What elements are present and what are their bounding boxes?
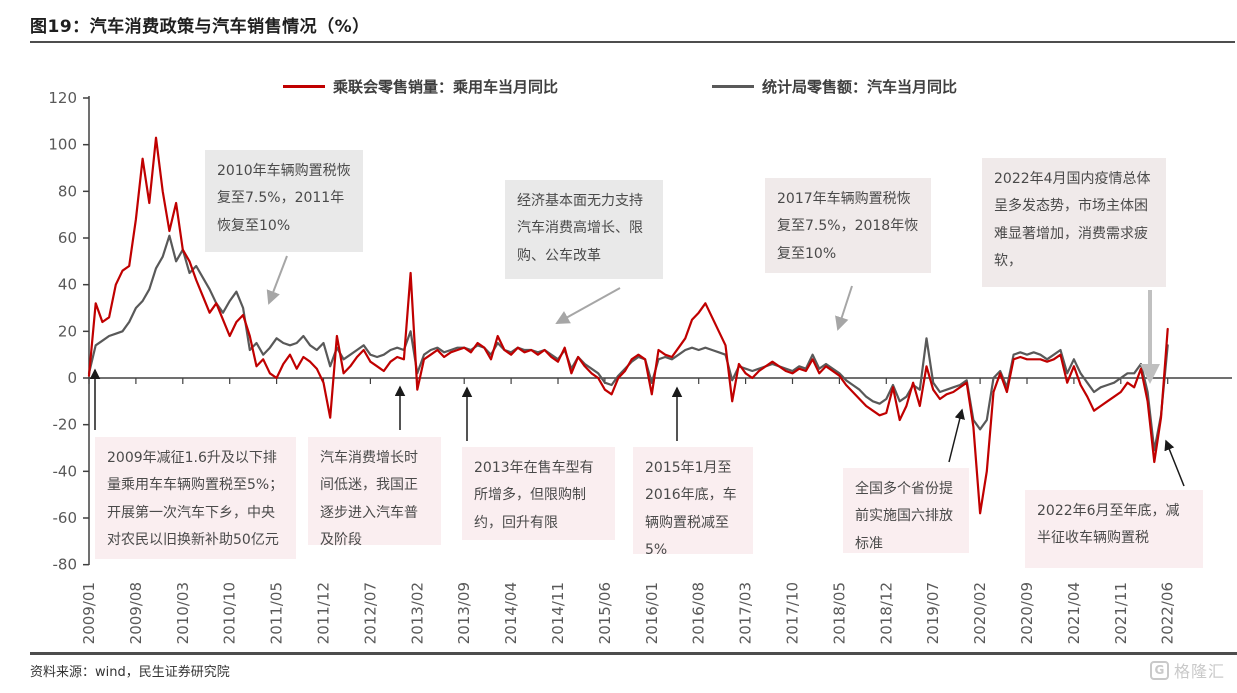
chart-series xyxy=(87,136,1169,515)
title-divider xyxy=(30,41,1235,43)
svg-text:2011/12: 2011/12 xyxy=(315,582,333,644)
arrow-economy-2014 xyxy=(555,287,621,324)
svg-text:-80: -80 xyxy=(53,556,78,574)
annotation-tax-2022: 2022年6月至年底，减半征收车辆购置税 xyxy=(1025,490,1203,568)
gelonghui-logo-icon: G xyxy=(1149,660,1169,680)
legend-swatch-red xyxy=(283,85,325,88)
arrow-tax-2010 xyxy=(266,255,288,305)
legend-item-nbs: 统计局零售额：汽车当月同比 xyxy=(712,76,957,97)
svg-text:40: 40 xyxy=(58,276,77,294)
svg-text:2012/07: 2012/07 xyxy=(361,582,379,644)
svg-text:2014/04: 2014/04 xyxy=(502,582,520,644)
gelonghui-watermark-text: 格隆汇 xyxy=(1173,662,1225,681)
svg-text:2010/03: 2010/03 xyxy=(174,582,192,644)
arrow-tax-2022 xyxy=(1164,439,1185,487)
svg-text:2017/10: 2017/10 xyxy=(784,582,802,644)
svg-text:2022/06: 2022/06 xyxy=(1159,582,1177,644)
annotation-tax-2017: 2017年车辆购置税恢复至7.5%，2018年恢复至10% xyxy=(765,178,931,273)
svg-text:120: 120 xyxy=(48,89,77,107)
svg-text:-20: -20 xyxy=(53,416,78,434)
svg-text:2019/07: 2019/07 xyxy=(924,582,942,644)
footer-divider xyxy=(30,652,1237,655)
source-note: 资料来源：wind，民生证券研究院 xyxy=(30,665,230,680)
annotation-models-2013: 2013年在售车型有所增多，但限购制约，回升有限 xyxy=(462,447,615,540)
annotation-policy-2009: 2009年减征1.6升及以下排量乘用车车辆购置税至5%；开展第一次汽车下乡，中央… xyxy=(95,437,296,559)
svg-text:2016/01: 2016/01 xyxy=(643,582,661,644)
annotation-economy-2014: 经济基本面无力支持汽车消费高增长、限购、公车改革 xyxy=(505,180,663,279)
svg-text:2016/08: 2016/08 xyxy=(690,582,708,644)
svg-text:2018/12: 2018/12 xyxy=(877,582,895,644)
legend-label-cpca: 乘联会零售销量：乘用车当月同比 xyxy=(333,78,559,96)
svg-text:20: 20 xyxy=(58,322,77,340)
legend-item-cpca: 乘联会零售销量：乘用车当月同比 xyxy=(283,76,558,97)
annotation-tax-2015: 2015年1月至2016年底，车辆购置税减至5% xyxy=(633,447,753,558)
svg-text:2020/09: 2020/09 xyxy=(1018,582,1036,644)
annotation-arrows xyxy=(89,255,1185,487)
svg-text:2020/02: 2020/02 xyxy=(971,582,989,644)
svg-text:-40: -40 xyxy=(53,462,78,480)
svg-text:2009/01: 2009/01 xyxy=(80,582,98,644)
gelonghui-watermark: G 格隆汇 xyxy=(1149,658,1225,682)
legend-label-nbs: 统计局零售额：汽车当月同比 xyxy=(762,78,958,96)
svg-text:2010/10: 2010/10 xyxy=(221,582,239,644)
annotation-guo6-2019: 全国多个省份提前实施国六排放标准 xyxy=(843,468,969,553)
legend-swatch-gray xyxy=(712,85,754,88)
svg-text:2013/02: 2013/02 xyxy=(408,582,426,644)
svg-text:100: 100 xyxy=(48,136,77,154)
svg-text:2014/11: 2014/11 xyxy=(549,582,567,644)
annotation-tax-2010: 2010年车辆购置税恢复至7.5%，2011年恢复至10% xyxy=(205,150,363,252)
svg-text:60: 60 xyxy=(58,229,77,247)
svg-text:2018/05: 2018/05 xyxy=(830,582,848,644)
annotation-covid-2022: 2022年4月国内疫情总体呈多发态势，市场主体困难显著增加，消费需求疲软， xyxy=(982,158,1166,287)
annotation-slowdown-2012: 汽车消费增长时间低迷，我国正逐步进入汽车普及阶段 xyxy=(308,437,441,548)
arrow-tax-2017 xyxy=(835,285,853,331)
svg-text:2009/08: 2009/08 xyxy=(127,582,145,644)
chart-legend: 乘联会零售销量：乘用车当月同比 统计局零售额：汽车当月同比 xyxy=(0,76,1237,98)
svg-text:0: 0 xyxy=(67,369,77,387)
svg-text:2017/03: 2017/03 xyxy=(737,582,755,644)
svg-text:2021/11: 2021/11 xyxy=(1112,582,1130,644)
arrow-guo6-2019 xyxy=(948,408,965,463)
svg-text:2011/05: 2011/05 xyxy=(268,582,286,644)
svg-text:2021/04: 2021/04 xyxy=(1065,582,1083,644)
svg-text:80: 80 xyxy=(58,182,77,200)
svg-text:2013/09: 2013/09 xyxy=(455,582,473,644)
svg-text:2015/06: 2015/06 xyxy=(596,582,614,644)
page-title: 图19：汽车消费政策与汽车销售情况（%） xyxy=(30,17,370,37)
svg-text:-60: -60 xyxy=(53,509,78,527)
